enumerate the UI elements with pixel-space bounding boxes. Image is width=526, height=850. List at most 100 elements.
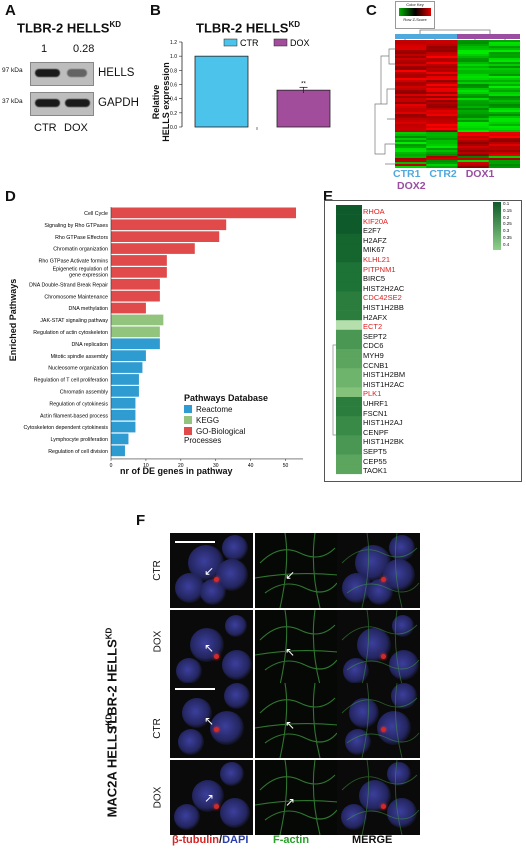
panel-c-letter: C (366, 2, 377, 19)
heatmap-cell (457, 114, 489, 117)
heatmap-cell (395, 98, 427, 101)
b-y-tick-label: 1.0 (170, 54, 177, 60)
merge-actin-overlay (341, 683, 420, 758)
arrow-icon: ↖ (204, 641, 215, 655)
legend-kegg-label: KEGG (196, 416, 220, 425)
heatmap-cell (395, 100, 427, 103)
nucleus (341, 804, 367, 830)
heatmap-cell (426, 162, 458, 165)
heatmap-cell (426, 46, 458, 49)
pathway-bar (111, 445, 125, 457)
heatmap-cell (488, 146, 520, 149)
heatmap-cell (395, 124, 427, 127)
gene-label: HIST1H2AC (363, 379, 405, 389)
actin-network (255, 533, 338, 608)
gene-heat-column (336, 205, 362, 475)
heatmap-cell (457, 150, 489, 153)
pathway-bar (111, 350, 146, 361)
heatmap-cell (488, 132, 520, 135)
heatmap-cell (395, 58, 427, 61)
panel-e-scale (493, 202, 501, 250)
heatmap-cell (488, 108, 520, 111)
legend-go: GO-Biological Processes (184, 427, 264, 445)
heatmap-cell (426, 104, 458, 107)
merge-image (337, 683, 420, 758)
scale-tick: 0.4 (503, 241, 510, 247)
heatmap-cell (488, 114, 520, 117)
heatmap-cell (457, 116, 489, 119)
heatmap-cell (426, 66, 458, 69)
legend-title: Pathways Database (184, 393, 269, 403)
heatmap-cell (395, 148, 427, 151)
gene-heat-cell (336, 387, 362, 398)
pathway-bar (111, 290, 160, 302)
channel-label-tubulin-dapi: β-tubulin/DAPI (172, 834, 248, 846)
heatmap-cell (426, 140, 458, 143)
pathway-label: Cytoskeleton dependent cytokinesis (23, 425, 108, 431)
heatmap-cell (395, 166, 427, 168)
panel-b-title-text: TLBR-2 HELLS (196, 20, 289, 36)
b-significance: ** (301, 81, 306, 87)
nucleus (225, 615, 247, 637)
nucleus (224, 683, 250, 709)
pathways-chart: Cell Cycle Signaling by Rho GTPases Rho GT… (23, 207, 303, 469)
panel-b-chart: 0.0 0.2 0.4 0.6 0.8 1.0 1.2 ** CTR DOX (170, 38, 331, 131)
heatmap-cell (426, 56, 458, 59)
heatmap-cell (488, 126, 520, 129)
heatmap-cell (457, 94, 489, 97)
actin-network (255, 760, 338, 835)
channel-dapi: DAPI (222, 834, 249, 846)
b-bar-dox (276, 89, 331, 128)
heatmap-col-labels: CTR1 CTR2 DOX1 DOX2 (393, 168, 526, 192)
pathway-bar (111, 267, 167, 278)
gene-heat-cell (336, 425, 362, 436)
hells-band-dox (67, 69, 87, 77)
b-y-tick-label: 0.4 (170, 97, 177, 103)
heatmap-cell (426, 72, 458, 75)
heatmap-cell (395, 94, 427, 97)
d-legend: Reactome KEGG GO-Biological Processes (184, 405, 264, 445)
scale-tick: 0.1 (503, 201, 510, 206)
channel-tubulin: β-tubulin (172, 834, 220, 846)
pathway-label: Regulation of actin cytoskeleton (33, 330, 108, 336)
gapdh-band-ctr (35, 99, 60, 107)
centrosome-dot (381, 804, 386, 809)
heatmap-cell (426, 60, 458, 63)
heatmap-cell (457, 128, 489, 131)
gene-heat-cell (336, 291, 362, 302)
gene-heat-cell (336, 368, 362, 379)
heatmap-cell (457, 102, 489, 105)
merge-image (337, 610, 420, 685)
nucleus (182, 698, 212, 728)
gene-label: MYH9 (363, 351, 384, 360)
pathway-label: Mitotic spindle assembly (51, 354, 109, 360)
panel-d-letter: D (5, 188, 16, 205)
ratio-dox: 0.28 (73, 43, 95, 55)
heatmap-cell (457, 124, 489, 127)
panel-a-title-sup: KD (109, 20, 122, 29)
pathway-label: Nucleosome organization (48, 366, 108, 372)
dox-column-color (457, 34, 520, 39)
heatmap-cell (426, 40, 458, 43)
pathway-bar (111, 362, 143, 373)
panel-f-letter: F (136, 512, 146, 529)
heatmap-cell (457, 76, 489, 79)
heatmap-cell (426, 130, 458, 133)
heatmap-cell (488, 122, 520, 125)
heatmap-cell (426, 92, 458, 95)
panel-a-title-text: TLBR-2 HELLS (17, 20, 110, 36)
heatmap-cell (457, 56, 489, 59)
group2-label-text: MAC2A HELLS (104, 725, 120, 818)
panel-e-scale-ticks: 0.1 0.15 0.2 0.25 0.3 0.35 0.4 (503, 201, 512, 249)
heatmap-cell (488, 150, 520, 153)
heatmap-cell (426, 58, 458, 61)
heatmap-cell (488, 112, 520, 115)
gene-label: PITPNM1 (363, 264, 396, 274)
heatmap-cell (395, 80, 427, 83)
heatmap-cell (488, 76, 520, 79)
heatmap-cell (395, 88, 427, 91)
heatmap-cell (488, 74, 520, 77)
heatmap-cell (395, 106, 427, 109)
panel-b-letter: B (150, 2, 161, 19)
heatmap-cell (426, 88, 458, 91)
